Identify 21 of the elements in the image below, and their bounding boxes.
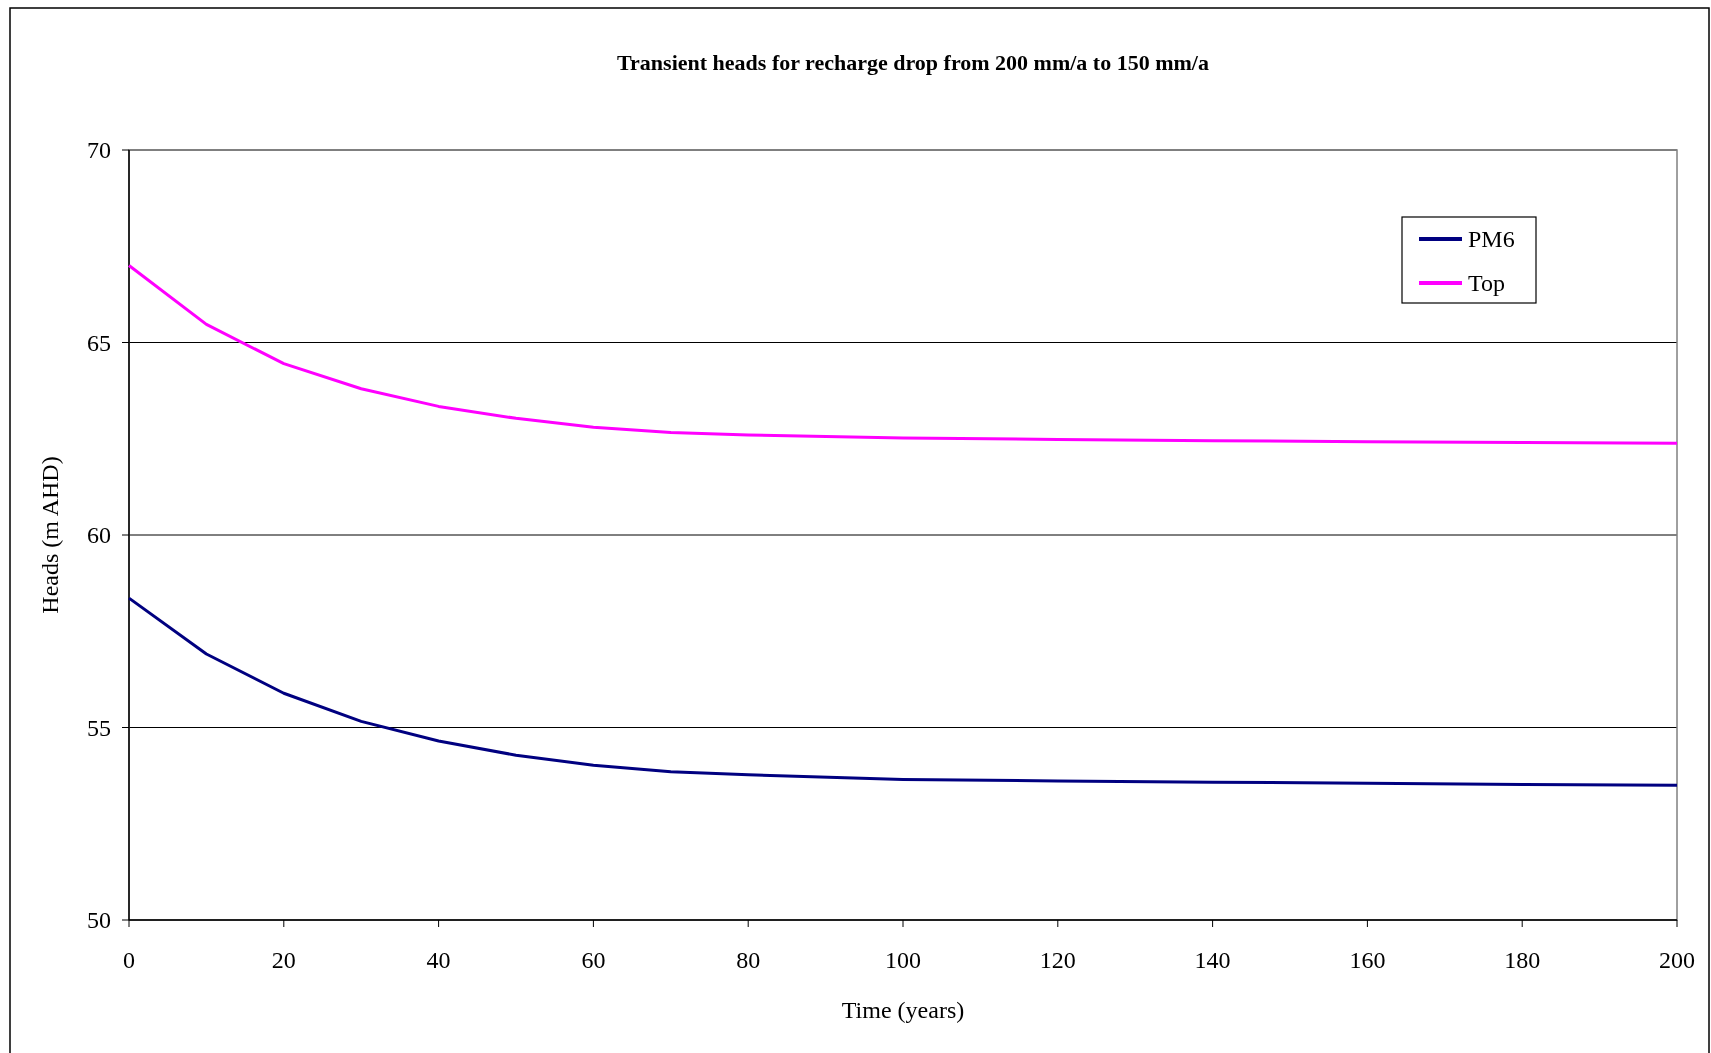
- x-tick-label: 80: [736, 947, 761, 973]
- legend-label: PM6: [1468, 226, 1515, 252]
- y-tick-label: 50: [87, 907, 111, 933]
- y-tick-label: 65: [87, 329, 111, 356]
- x-tick-label: 180: [1504, 947, 1541, 973]
- x-axis-title: Time (years): [841, 997, 965, 1023]
- x-tick-label: 60: [581, 947, 606, 973]
- chart-title: Transient heads for recharge drop from 200 mm/a to 150 mm/a: [617, 50, 1209, 75]
- y-tick-label: 55: [87, 714, 111, 741]
- x-tick-label: 0: [123, 947, 135, 973]
- x-tick-label: 160: [1349, 947, 1386, 973]
- y-tick-label: 60: [87, 522, 111, 548]
- legend-label: Top: [1468, 270, 1505, 296]
- x-tick-label: 140: [1194, 947, 1231, 973]
- y-axis-title: Heads (m AHD): [37, 456, 63, 614]
- x-tick-label: 20: [271, 947, 296, 973]
- x-tick-label: 200: [1659, 947, 1695, 973]
- x-tick-label: 120: [1039, 947, 1076, 973]
- x-tick-label: 40: [426, 947, 451, 973]
- x-tick-label: 100: [885, 947, 921, 973]
- y-tick-label: 70: [87, 137, 111, 163]
